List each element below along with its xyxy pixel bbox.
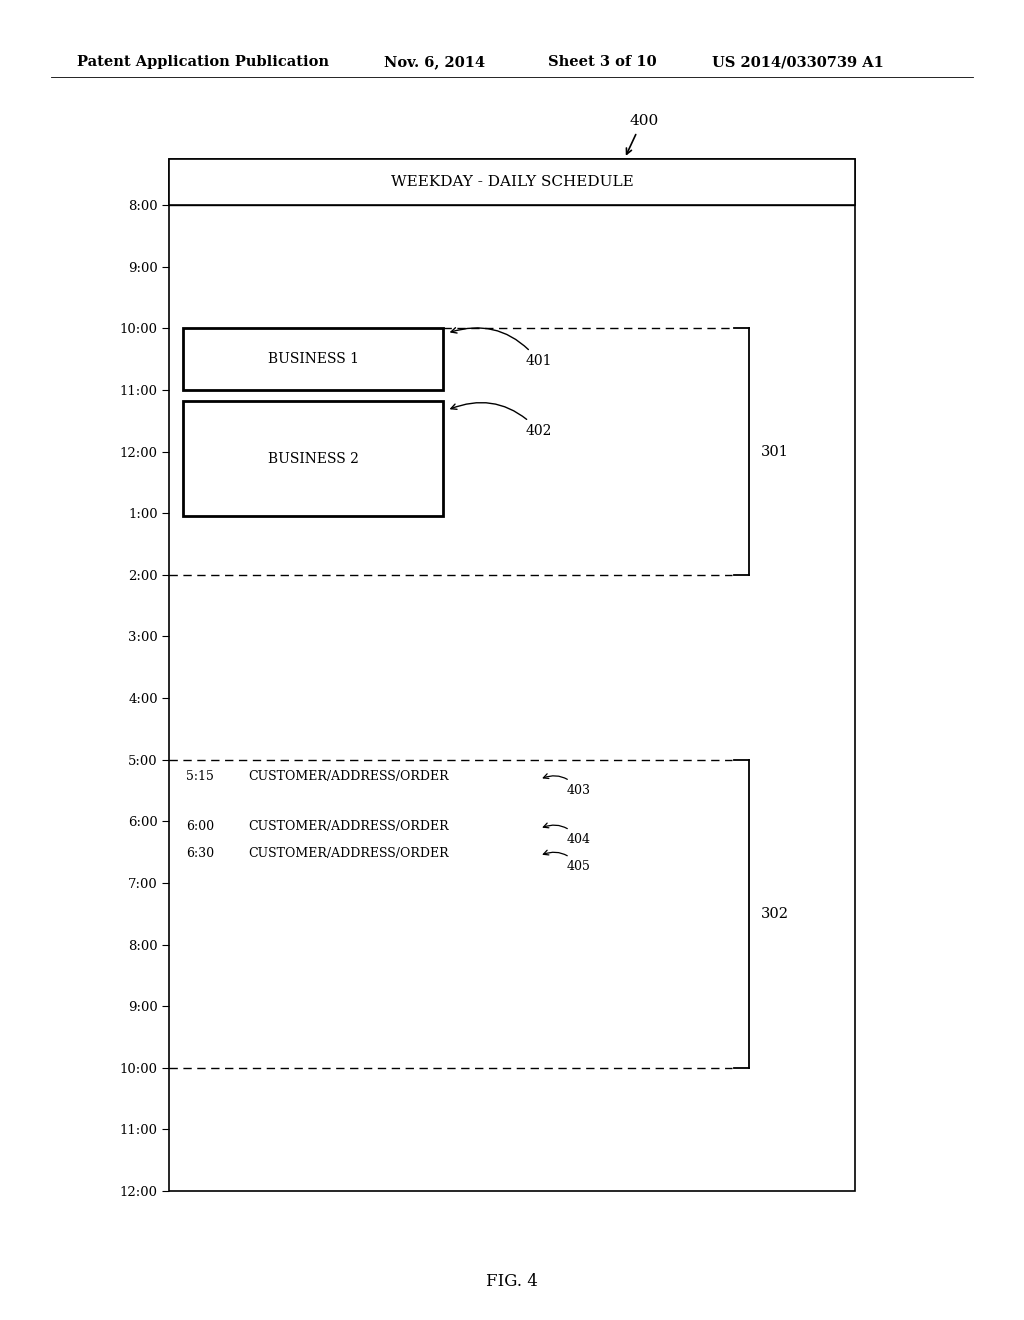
- Text: 401: 401: [451, 327, 552, 368]
- Text: 5:15: 5:15: [186, 771, 214, 784]
- Text: FIG. 4: FIG. 4: [486, 1272, 538, 1290]
- Text: US 2014/0330739 A1: US 2014/0330739 A1: [712, 55, 884, 70]
- Bar: [182, 401, 443, 516]
- Bar: [182, 329, 443, 389]
- Text: WEEKDAY - DAILY SCHEDULE: WEEKDAY - DAILY SCHEDULE: [390, 176, 634, 189]
- Text: 400: 400: [630, 115, 659, 128]
- Text: Sheet 3 of 10: Sheet 3 of 10: [548, 55, 656, 70]
- Text: 302: 302: [761, 907, 790, 921]
- Text: BUSINESS 1: BUSINESS 1: [267, 352, 358, 366]
- Text: 402: 402: [451, 403, 552, 438]
- Text: CUSTOMER/ADDRESS/ORDER: CUSTOMER/ADDRESS/ORDER: [248, 847, 449, 859]
- Text: Patent Application Publication: Patent Application Publication: [77, 55, 329, 70]
- Text: 6:00: 6:00: [186, 820, 214, 833]
- Text: 6:30: 6:30: [186, 847, 214, 859]
- Text: 301: 301: [761, 445, 788, 458]
- Text: CUSTOMER/ADDRESS/ORDER: CUSTOMER/ADDRESS/ORDER: [248, 820, 449, 833]
- Bar: [169, 158, 855, 205]
- Text: 405: 405: [544, 850, 591, 873]
- Text: Nov. 6, 2014: Nov. 6, 2014: [384, 55, 485, 70]
- Text: BUSINESS 2: BUSINESS 2: [267, 451, 358, 466]
- Text: 403: 403: [544, 774, 591, 796]
- Text: 404: 404: [544, 824, 591, 846]
- Text: CUSTOMER/ADDRESS/ORDER: CUSTOMER/ADDRESS/ORDER: [248, 771, 449, 784]
